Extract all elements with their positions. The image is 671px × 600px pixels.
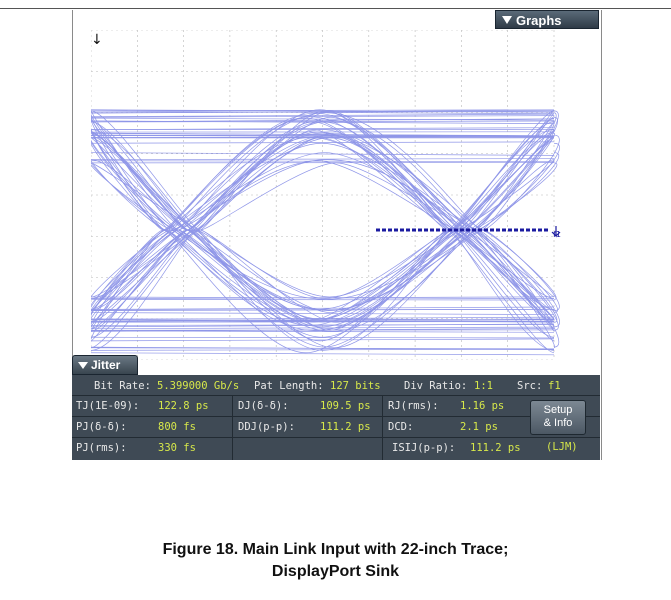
bit-rate-value: 5.399000 Gb/s	[157, 380, 240, 392]
graphs-tab-label: Graphs	[516, 13, 562, 28]
jitter-tab[interactable]: Jitter	[72, 355, 138, 375]
setup-button-line2: & Info	[543, 417, 573, 429]
dcd-label: DCD:	[388, 421, 414, 433]
ljm-indicator: (LJM)	[546, 441, 578, 453]
rj-value: 1.16 ps	[460, 400, 505, 412]
div-ratio-value: 1:1	[474, 380, 493, 392]
pj-rms-value: 330 fs	[158, 442, 196, 454]
triangle-down-icon	[502, 16, 512, 24]
row-divider	[72, 395, 600, 396]
jitter-tab-label: Jitter	[91, 358, 121, 372]
dcd-value: 2.1 ps	[460, 421, 498, 433]
triangle-down-icon	[78, 362, 88, 369]
eye-diagram: ↓ f1	[91, 30, 561, 360]
eye-traces	[91, 109, 560, 356]
f1-marker[interactable]	[376, 226, 561, 238]
col-divider	[232, 395, 233, 460]
rj-label: RJ(rms):	[388, 400, 439, 412]
src-value: f1	[548, 380, 561, 392]
src-label: Src:	[517, 380, 543, 392]
pj-label: PJ(δ-δ):	[76, 421, 127, 433]
dj-label: DJ(δ-δ):	[238, 400, 289, 412]
graphs-tab[interactable]: Graphs	[495, 10, 599, 29]
isij-value: 111.2 ps	[470, 442, 521, 454]
isij-label: ISIJ(p-p):	[392, 442, 456, 454]
row-divider	[72, 416, 600, 417]
bit-rate-label: Bit Rate:	[94, 380, 151, 392]
trigger-arrow-icon: ↓	[91, 32, 103, 48]
marker-arrow-icon	[551, 226, 561, 238]
row-divider	[72, 437, 600, 438]
top-rule	[0, 8, 671, 9]
pat-length-value: 127 bits	[330, 380, 381, 392]
jitter-measurements-panel: Bit Rate: 5.399000 Gb/s Pat Length: 127 …	[72, 375, 600, 460]
tj-value: 122.8 ps	[158, 400, 209, 412]
setup-button-line1: Setup	[543, 404, 573, 416]
ddj-label: DDJ(p-p):	[238, 421, 295, 433]
col-divider	[382, 395, 383, 460]
pat-length-label: Pat Length:	[254, 380, 324, 392]
setup-info-button[interactable]: Setup & Info	[530, 400, 586, 435]
pj-value: 800 fs	[158, 421, 196, 433]
marker-label: f1	[553, 230, 561, 239]
pj-rms-label: PJ(rms):	[76, 442, 127, 454]
div-ratio-label: Div Ratio:	[404, 380, 468, 392]
tj-label: TJ(1E-09):	[76, 400, 140, 412]
dj-value: 109.5 ps	[320, 400, 371, 412]
figure-caption-line1: Figure 18. Main Link Input with 22-inch …	[162, 541, 509, 558]
figure-caption-line2: DisplayPort Sink	[271, 563, 400, 580]
ddj-value: 111.2 ps	[320, 421, 371, 433]
